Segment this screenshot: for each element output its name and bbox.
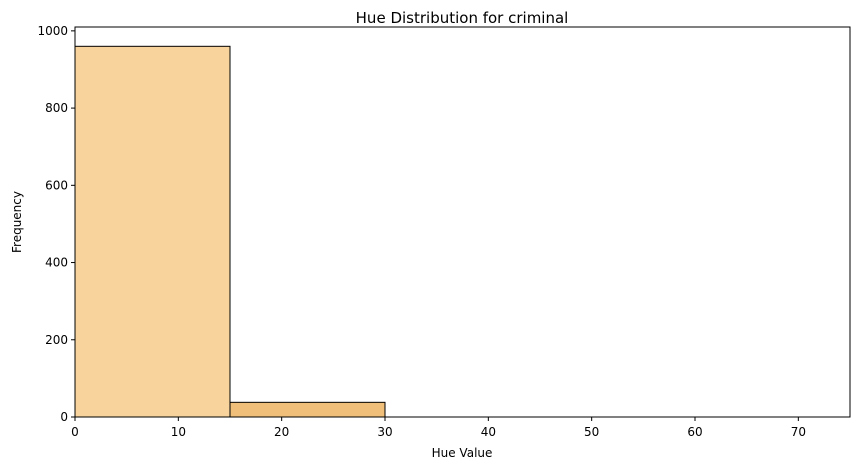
y-axis-label: Frequency (10, 191, 24, 253)
histogram-bar-1 (229, 401, 386, 418)
x-tick-label: 20 (274, 425, 289, 439)
histogram-bar-0 (74, 45, 231, 418)
y-axis-ticks: 0 200 400 600 800 1000 (37, 24, 75, 424)
x-axis-label: Hue Value (432, 446, 493, 460)
y-tick-label: 200 (45, 333, 68, 347)
x-tick-label: 40 (481, 425, 496, 439)
x-tick-label: 0 (71, 425, 79, 439)
y-tick-label: 1000 (37, 24, 68, 38)
x-axis-ticks: 0 10 20 30 40 50 60 70 (71, 417, 806, 439)
plot-frame (74, 26, 851, 418)
y-tick-label: 800 (45, 101, 68, 115)
x-tick-label: 50 (584, 425, 599, 439)
y-tick-label: 0 (60, 410, 68, 424)
bars-group (74, 45, 386, 418)
y-tick-label: 400 (45, 256, 68, 270)
x-tick-label: 60 (687, 425, 702, 439)
x-tick-label: 70 (791, 425, 806, 439)
chart-title: Hue Distribution for criminal (356, 9, 569, 27)
y-tick-label: 600 (45, 178, 68, 192)
x-tick-label: 30 (377, 425, 392, 439)
x-tick-label: 10 (171, 425, 186, 439)
